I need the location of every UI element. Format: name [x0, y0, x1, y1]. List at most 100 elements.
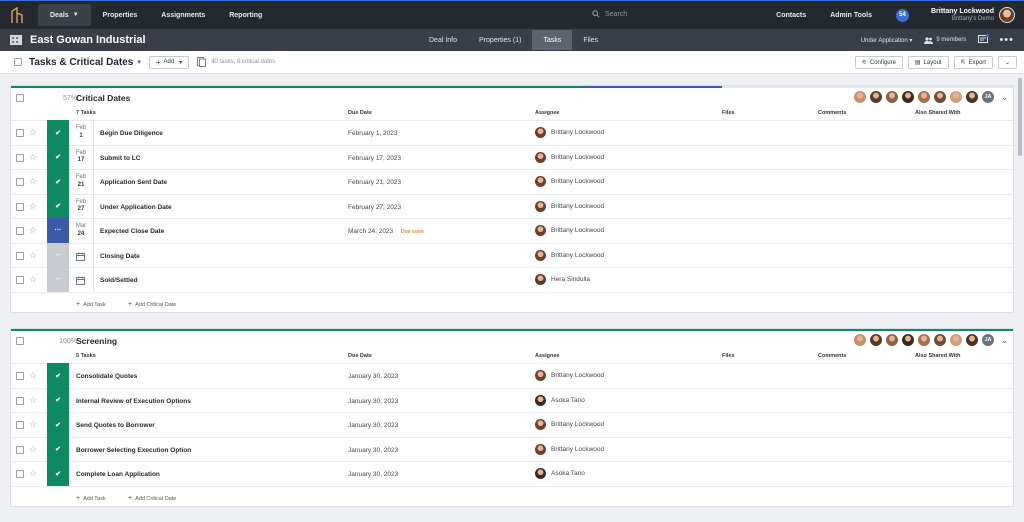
- member-avatar[interactable]: [917, 90, 931, 104]
- task-row[interactable]: ☆ ✔ Feb 17 Submit to LC February 17, 2023…: [11, 144, 1013, 170]
- task-checkbox[interactable]: [16, 421, 24, 429]
- member-avatar[interactable]: [853, 90, 867, 104]
- files-header[interactable]: Files: [722, 353, 735, 359]
- task-name[interactable]: Submit to LC: [100, 154, 141, 162]
- star-icon[interactable]: ☆: [29, 419, 38, 429]
- task-status-toggle[interactable]: ✔: [47, 169, 69, 194]
- task-due-date[interactable]: February 1, 2023: [348, 130, 398, 137]
- task-status-toggle[interactable]: ✔: [47, 144, 69, 170]
- task-assignee[interactable]: Asoka Tano: [535, 468, 585, 479]
- member-avatar[interactable]: [885, 333, 899, 347]
- member-avatar[interactable]: [965, 90, 979, 104]
- add-task-link[interactable]: + Add Task: [76, 495, 106, 502]
- member-avatar[interactable]: [933, 333, 947, 347]
- task-name[interactable]: Sold/Settled: [100, 277, 138, 284]
- assignee-header[interactable]: Assignee: [535, 353, 560, 359]
- star-icon[interactable]: ☆: [29, 394, 38, 405]
- task-assignee[interactable]: Brittany Lockwood: [535, 249, 604, 261]
- star-icon[interactable]: ☆: [29, 200, 38, 211]
- task-checkbox[interactable]: [16, 178, 24, 186]
- scrollbar[interactable]: [1016, 74, 1024, 522]
- task-assignee[interactable]: Brittany Lockwood: [535, 370, 604, 381]
- user-avatar[interactable]: [999, 7, 1015, 23]
- calendar-icon[interactable]: [76, 252, 85, 261]
- tab-tasks[interactable]: Tasks: [532, 30, 573, 50]
- shared-with-header[interactable]: Also Shared With: [915, 110, 961, 116]
- task-assignee[interactable]: Asoka Tano: [535, 394, 585, 406]
- nav-properties[interactable]: Properties: [102, 11, 138, 19]
- task-due-date[interactable]: February 17, 2023: [348, 154, 402, 162]
- task-assignee[interactable]: Brittany Lockwood: [535, 176, 604, 187]
- member-avatar[interactable]: [853, 333, 867, 347]
- chevron-down-icon[interactable]: ▾: [137, 59, 141, 66]
- calendar-icon[interactable]: [76, 276, 85, 285]
- member-avatar[interactable]: [949, 90, 963, 104]
- tab-deal-info[interactable]: Deal Info: [429, 36, 458, 44]
- task-status-toggle[interactable]: ✔: [47, 120, 69, 145]
- task-name[interactable]: Closing Date: [100, 252, 140, 260]
- star-icon[interactable]: ☆: [29, 249, 38, 260]
- task-due-date[interactable]: February 27, 2023: [348, 203, 402, 211]
- add-button[interactable]: + Add ▾: [148, 55, 190, 69]
- task-name[interactable]: Begin Due Diligence: [100, 130, 163, 137]
- add-critical-date-link[interactable]: + Add Critical Date: [128, 301, 176, 308]
- comments-header[interactable]: Comments: [818, 353, 847, 359]
- member-avatar[interactable]: [933, 90, 947, 104]
- member-avatar[interactable]: [901, 90, 915, 104]
- task-checkbox[interactable]: [16, 470, 24, 478]
- star-icon[interactable]: ☆: [29, 151, 38, 162]
- task-assignee[interactable]: Brittany Lockwood: [535, 151, 604, 163]
- task-due-date[interactable]: January 30, 2023: [348, 373, 399, 380]
- member-avatar-initials[interactable]: JA: [981, 90, 995, 104]
- task-checkbox[interactable]: [16, 202, 24, 211]
- add-task-link[interactable]: + Add Task: [76, 301, 106, 308]
- task-checkbox[interactable]: [16, 372, 24, 380]
- task-row[interactable]: ☆ ✔ Consolidate Quotes January 30, 2023 …: [11, 363, 1013, 388]
- task-due-date[interactable]: January 30, 2023: [348, 471, 399, 478]
- layout-button[interactable]: ▤ Layout: [907, 56, 949, 69]
- document-copy-icon[interactable]: [197, 57, 207, 67]
- task-checkbox[interactable]: [16, 227, 24, 235]
- task-checkbox[interactable]: [16, 251, 24, 260]
- member-avatar[interactable]: [869, 333, 883, 347]
- task-row[interactable]: ☆ ✔ Feb 1 Begin Due Diligence February 1,…: [11, 120, 1013, 145]
- task-assignee[interactable]: Brittany Lockwood: [535, 225, 604, 236]
- member-avatar[interactable]: [885, 90, 899, 104]
- member-avatar[interactable]: [901, 333, 915, 347]
- star-icon[interactable]: ☆: [29, 468, 38, 478]
- task-due-date[interactable]: March 24, 2023: [348, 228, 394, 235]
- task-status-toggle[interactable]: –: [47, 267, 69, 292]
- task-status-toggle[interactable]: –: [47, 242, 69, 268]
- task-checkbox[interactable]: [16, 276, 24, 284]
- task-row[interactable]: ☆ – Closing Date Brittany Lockwood: [11, 242, 1013, 268]
- task-status-toggle[interactable]: ✔: [47, 412, 69, 437]
- collapse-group-icon[interactable]: ⌄: [1001, 336, 1008, 345]
- more-options-icon[interactable]: •••: [999, 34, 1014, 46]
- app-logo-icon[interactable]: [2, 1, 32, 29]
- select-all-checkbox[interactable]: [14, 58, 22, 66]
- task-checkbox[interactable]: [16, 153, 24, 162]
- star-icon[interactable]: ☆: [29, 127, 38, 137]
- task-row[interactable]: ☆ ✔ Complete Loan Application January 30…: [11, 461, 1013, 486]
- task-row[interactable]: ☆ ✔ Feb 27 Under Application Date Februar…: [11, 193, 1013, 219]
- task-assignee[interactable]: Brittany Lockwood: [535, 200, 604, 212]
- assignee-header[interactable]: Assignee: [535, 110, 560, 116]
- task-status-toggle[interactable]: ✔: [47, 193, 69, 219]
- task-due-date[interactable]: January 30, 2023: [348, 397, 399, 405]
- star-icon[interactable]: ☆: [29, 443, 38, 454]
- task-due-date[interactable]: January 30, 2023: [348, 422, 399, 429]
- files-header[interactable]: Files: [722, 110, 735, 116]
- task-status-toggle[interactable]: ✔: [47, 363, 69, 388]
- tab-files[interactable]: Files: [583, 36, 599, 44]
- activity-icon[interactable]: [978, 34, 990, 46]
- task-assignee[interactable]: Brittany Lockwood: [535, 443, 604, 455]
- group-checkbox[interactable]: [16, 94, 24, 102]
- task-due-date[interactable]: February 21, 2023: [348, 179, 402, 186]
- task-name[interactable]: Consolidate Quotes: [76, 373, 138, 380]
- member-avatar[interactable]: [917, 333, 931, 347]
- deal-status-select[interactable]: Under Application ▾: [861, 37, 913, 44]
- task-name[interactable]: Internal Review of Execution Options: [76, 397, 191, 405]
- task-status-toggle[interactable]: ···: [47, 218, 69, 243]
- member-avatar-initials[interactable]: JA: [981, 333, 995, 347]
- star-icon[interactable]: ☆: [29, 176, 38, 186]
